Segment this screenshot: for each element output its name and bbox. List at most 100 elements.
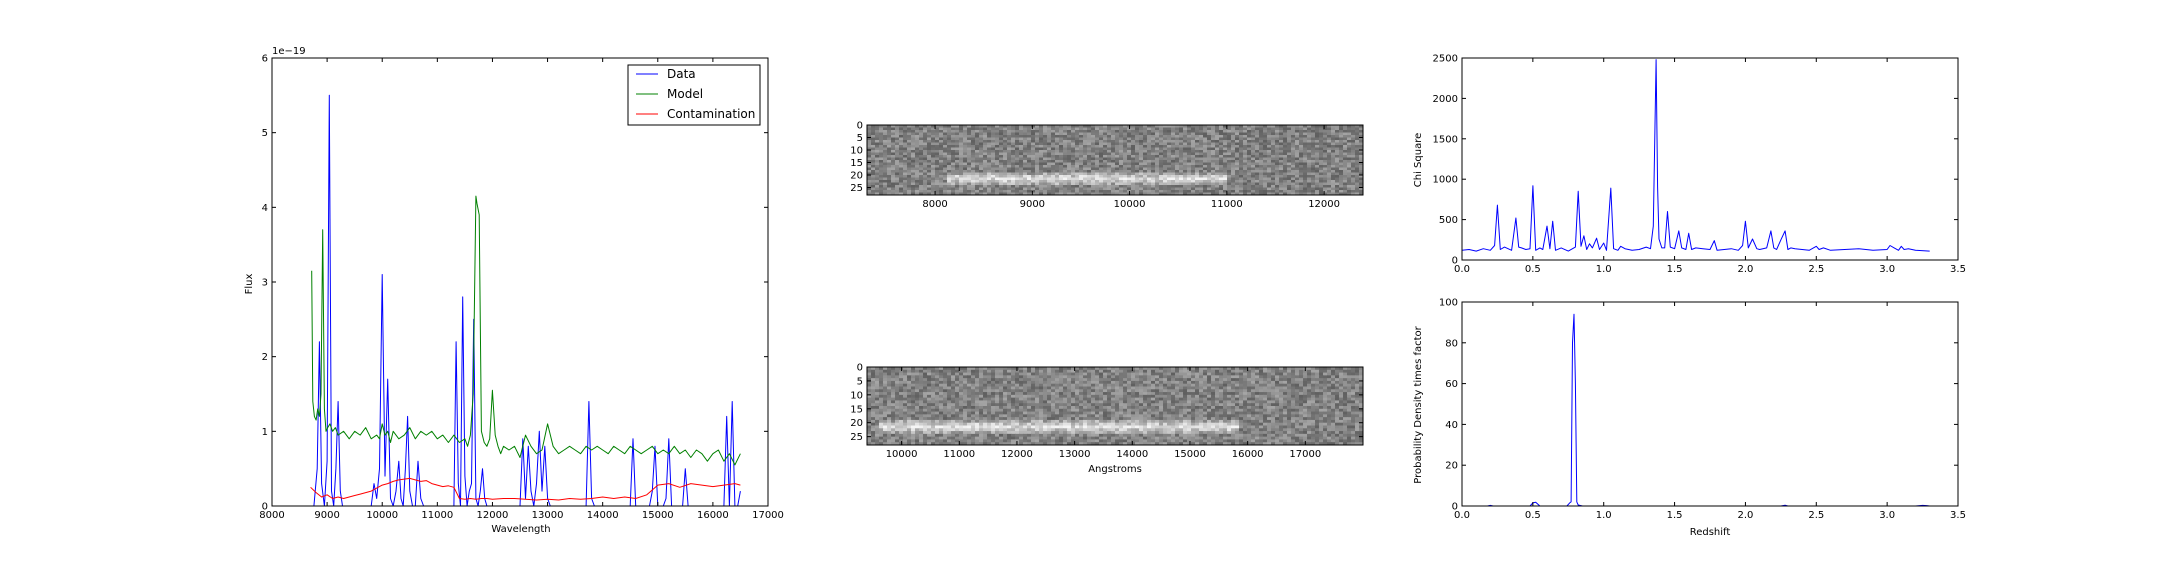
heatmap-cell xyxy=(907,155,912,159)
heatmap-cell xyxy=(1231,142,1236,146)
heatmap-cell xyxy=(1003,180,1008,184)
heatmap-cell xyxy=(1283,142,1288,146)
heatmap-cell xyxy=(1155,155,1160,159)
heatmap-cell xyxy=(1271,157,1276,161)
heatmap-cell xyxy=(1139,372,1144,376)
heatmap-cell xyxy=(1027,150,1032,154)
heatmap-cell xyxy=(1007,177,1012,181)
heatmap-cell xyxy=(1255,180,1260,184)
heatmap-cell xyxy=(1247,192,1252,195)
heatmap-cell xyxy=(1307,190,1312,194)
heatmap-cell xyxy=(1067,155,1072,159)
heatmap-cell xyxy=(1355,160,1360,164)
heatmap-cell xyxy=(1283,167,1288,171)
heatmap-cell xyxy=(891,162,896,166)
heatmap-cell xyxy=(887,142,892,146)
heatmap-cell xyxy=(1011,125,1016,129)
heatmap-cell xyxy=(1111,394,1116,399)
heatmap-cell xyxy=(963,147,968,151)
heatmap-cell xyxy=(1163,369,1168,374)
heatmap-cell xyxy=(1347,165,1352,169)
heatmap-cell xyxy=(1323,157,1328,161)
heatmap-cell xyxy=(1239,380,1244,385)
heatmap-cell xyxy=(1111,155,1116,159)
heatmap-cell xyxy=(1283,367,1288,371)
heatmap-cell xyxy=(947,132,952,136)
heatmap-cell xyxy=(955,140,960,144)
heatmap-cell xyxy=(947,172,952,176)
heatmap-cell xyxy=(1007,145,1012,149)
heatmap-cell xyxy=(979,140,984,144)
heatmap-cell xyxy=(1215,162,1220,166)
heatmap-cell xyxy=(935,175,940,179)
heatmap-cell xyxy=(1235,147,1240,151)
heatmap-cell xyxy=(1319,135,1324,139)
heatmap-cell xyxy=(943,392,948,396)
heatmap-cell xyxy=(971,165,976,169)
heatmap-cell xyxy=(1175,172,1180,176)
heatmap-cell xyxy=(955,192,960,195)
heatmap-cell xyxy=(959,155,964,159)
heatmap-cell xyxy=(975,142,980,146)
heatmap-cell xyxy=(1187,140,1192,144)
heatmap-cell xyxy=(919,147,924,151)
heatmap-cell xyxy=(899,165,904,169)
heatmap-cell xyxy=(1023,380,1028,385)
heatmap-cell xyxy=(1283,180,1288,184)
heatmap-cell xyxy=(1195,160,1200,164)
heatmap-cell xyxy=(939,152,944,156)
heatmap-cell xyxy=(999,190,1004,194)
heatmap-cell xyxy=(983,167,988,171)
heatmap-cell xyxy=(1327,367,1332,371)
heatmap-cell xyxy=(1183,375,1188,379)
heatmap-cell xyxy=(907,375,912,379)
heatmap-cell xyxy=(1255,175,1260,179)
heatmap-cell xyxy=(1115,182,1120,186)
heatmap-cell xyxy=(991,180,996,184)
heatmap-cell xyxy=(1187,130,1192,134)
heatmap-cell xyxy=(1143,135,1148,139)
heatmap-cell xyxy=(1023,397,1028,402)
heatmap-cell xyxy=(1279,380,1284,385)
heatmap-cell xyxy=(1171,162,1176,166)
heatmap-cell xyxy=(1219,127,1224,131)
heatmap-cell xyxy=(915,170,920,174)
heatmap-cell xyxy=(1123,140,1128,144)
heatmap-cell xyxy=(903,172,908,176)
heatmap-cell xyxy=(1263,157,1268,161)
heatmap-cell xyxy=(1259,162,1264,166)
heatmap-cell xyxy=(1071,140,1076,144)
heatmap-cell xyxy=(927,367,932,371)
heatmap-cell xyxy=(975,175,980,179)
heatmap-cell xyxy=(1207,180,1212,184)
heatmap-cell xyxy=(1091,157,1096,161)
heatmap-cell xyxy=(1239,145,1244,149)
heatmap-cell xyxy=(947,130,952,134)
heatmap-cell xyxy=(943,140,948,144)
heatmap-cell xyxy=(1163,392,1168,396)
heatmap-cell xyxy=(955,172,960,176)
heatmap-cell xyxy=(1091,142,1096,146)
heatmap-cell xyxy=(1339,375,1344,379)
heatmap-cell xyxy=(907,125,912,129)
heatmap-cell xyxy=(1331,145,1336,149)
heatmap-cell xyxy=(867,187,872,191)
heatmap-cell xyxy=(1175,137,1180,141)
heatmap-cell xyxy=(1167,369,1172,374)
heatmap-cell xyxy=(1283,389,1288,393)
heatmap-cell xyxy=(891,190,896,194)
heatmap-cell xyxy=(1351,182,1356,186)
heatmap-cell xyxy=(1183,383,1188,388)
heatmap-cell xyxy=(1151,375,1156,379)
heatmap-cell xyxy=(1007,147,1012,151)
heatmap-cell xyxy=(895,167,900,171)
heatmap-cell xyxy=(1127,162,1132,166)
heatmap-cell xyxy=(1283,369,1288,374)
heatmap-cell xyxy=(999,386,1004,390)
heatmap-cell xyxy=(947,177,952,181)
heatmap-cell xyxy=(1075,394,1080,399)
heatmap-cell xyxy=(883,175,888,179)
heatmap-cell xyxy=(1123,157,1128,161)
heatmap-cell xyxy=(1295,127,1300,131)
heatmap-cell xyxy=(887,185,892,189)
